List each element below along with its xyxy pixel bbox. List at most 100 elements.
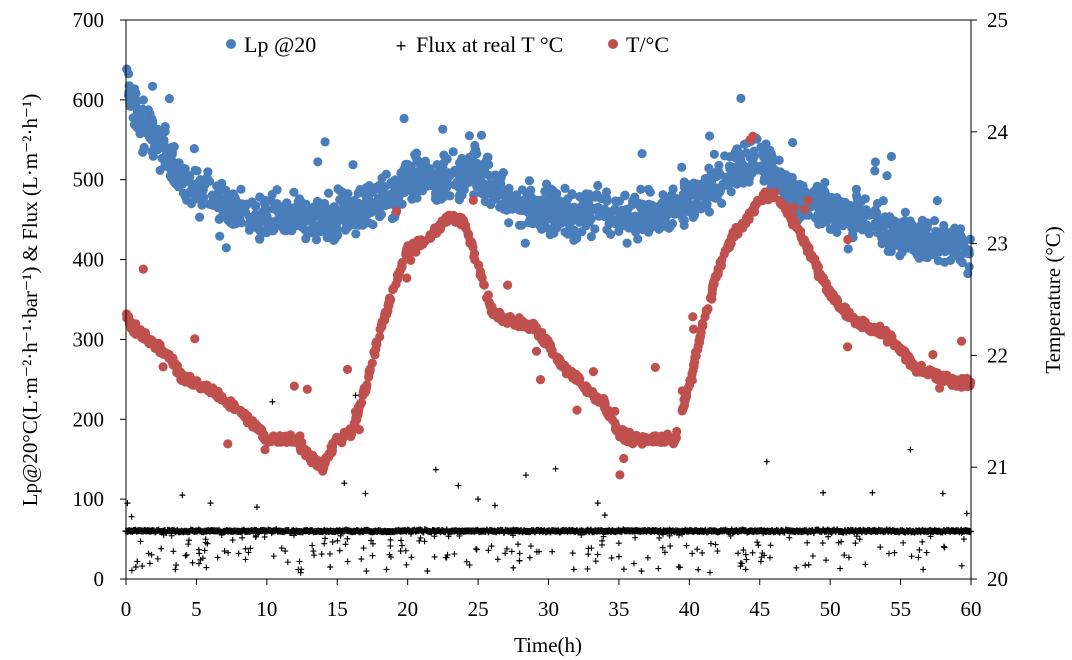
lp-point — [586, 232, 596, 242]
lp-point — [572, 233, 582, 243]
temperature-point — [811, 259, 821, 269]
lp-point — [251, 200, 261, 211]
flux-point — [327, 564, 334, 571]
lp-point — [593, 180, 603, 191]
flux-point — [712, 541, 719, 548]
flux-point — [923, 549, 930, 556]
lp-point — [693, 189, 704, 199]
lp-point — [360, 190, 370, 200]
flux-point — [655, 565, 662, 572]
lp-point — [343, 189, 353, 199]
flux-point — [278, 545, 285, 552]
lp-point — [726, 187, 736, 197]
flux-point — [526, 554, 533, 561]
temperature-point — [302, 384, 312, 394]
lp-point — [840, 199, 850, 209]
temperature-point — [628, 439, 638, 449]
flux-point — [342, 541, 349, 548]
lp-point — [479, 179, 489, 189]
flux-point — [679, 531, 686, 538]
flux-point — [735, 550, 742, 557]
flux-point — [368, 537, 375, 544]
lp-point — [548, 185, 558, 195]
temperature-point — [240, 410, 250, 420]
lp-point — [577, 227, 587, 237]
y-left-tick-label: 0 — [94, 567, 105, 591]
lp-point — [147, 81, 158, 91]
temperature-point — [425, 231, 435, 241]
y-right-tick-label: 22 — [987, 343, 1008, 367]
legend-marker-flux: + — [396, 38, 407, 58]
flux-point — [958, 530, 965, 537]
flux-point — [578, 531, 585, 538]
flux-point — [344, 535, 351, 542]
flux-point — [148, 551, 155, 558]
flux-point — [940, 543, 947, 550]
flux-point — [360, 545, 367, 552]
lp-point — [667, 218, 678, 229]
flux-point — [282, 548, 289, 555]
flux-point — [754, 539, 761, 546]
temperature-point — [402, 273, 412, 283]
flux-point — [416, 537, 423, 544]
y-left-tick-label: 100 — [73, 487, 105, 511]
lp-point — [957, 257, 967, 268]
lp-point — [644, 199, 654, 209]
lp-point — [230, 208, 240, 218]
lp-point — [736, 93, 746, 103]
lp-point — [359, 219, 369, 229]
flux-point — [508, 548, 515, 555]
lp-point — [895, 241, 905, 251]
lp-point — [313, 157, 323, 167]
temperature-point — [263, 437, 274, 447]
temperature-point — [903, 354, 914, 364]
flux-point — [247, 545, 254, 552]
temperature-point — [318, 461, 328, 471]
lp-point — [340, 225, 351, 235]
temperature-point — [619, 453, 629, 464]
lp-point — [154, 133, 164, 143]
flux-point — [196, 560, 203, 567]
flux-point — [488, 543, 495, 550]
flux-point — [311, 552, 318, 559]
flux-point — [295, 566, 302, 573]
y-right-tick-label: 20 — [987, 567, 1008, 591]
flux-point — [352, 392, 359, 399]
lp-point — [689, 210, 700, 220]
lp-point — [333, 230, 343, 240]
temperature-point — [716, 260, 727, 270]
flux-point — [172, 566, 179, 573]
temperature-point — [384, 294, 394, 304]
lp-point — [192, 166, 202, 176]
flux-point — [515, 541, 522, 548]
flux-point — [387, 554, 394, 561]
temperature-point — [289, 381, 299, 391]
lp-point — [552, 223, 562, 233]
flux-point — [615, 540, 622, 547]
lp-point — [929, 248, 939, 258]
lp-point — [727, 172, 737, 182]
lp-point — [397, 167, 407, 177]
legend: Lp @20 + Flux at real T °C T/°C — [226, 32, 669, 58]
temperature-point — [301, 450, 311, 460]
flux-point — [601, 512, 608, 519]
flux-point — [369, 540, 376, 547]
flux-point — [862, 561, 869, 568]
temperature-point — [195, 380, 205, 390]
flux-point — [820, 489, 827, 496]
lp-point — [195, 212, 205, 222]
lp-point — [870, 157, 881, 167]
lp-point — [870, 166, 880, 176]
temperature-point — [309, 458, 319, 468]
temperature-point — [359, 383, 369, 393]
lp-point — [335, 195, 345, 205]
temperature-point — [956, 336, 967, 346]
temperature-point — [813, 266, 823, 276]
flux-point — [485, 547, 492, 554]
temperature-point — [844, 307, 854, 317]
flux-point — [594, 500, 601, 507]
x-tick-label: 40 — [679, 597, 700, 621]
flux-point — [456, 532, 463, 539]
lp-point — [421, 165, 432, 175]
legend-label-lp: Lp @20 — [244, 32, 316, 57]
